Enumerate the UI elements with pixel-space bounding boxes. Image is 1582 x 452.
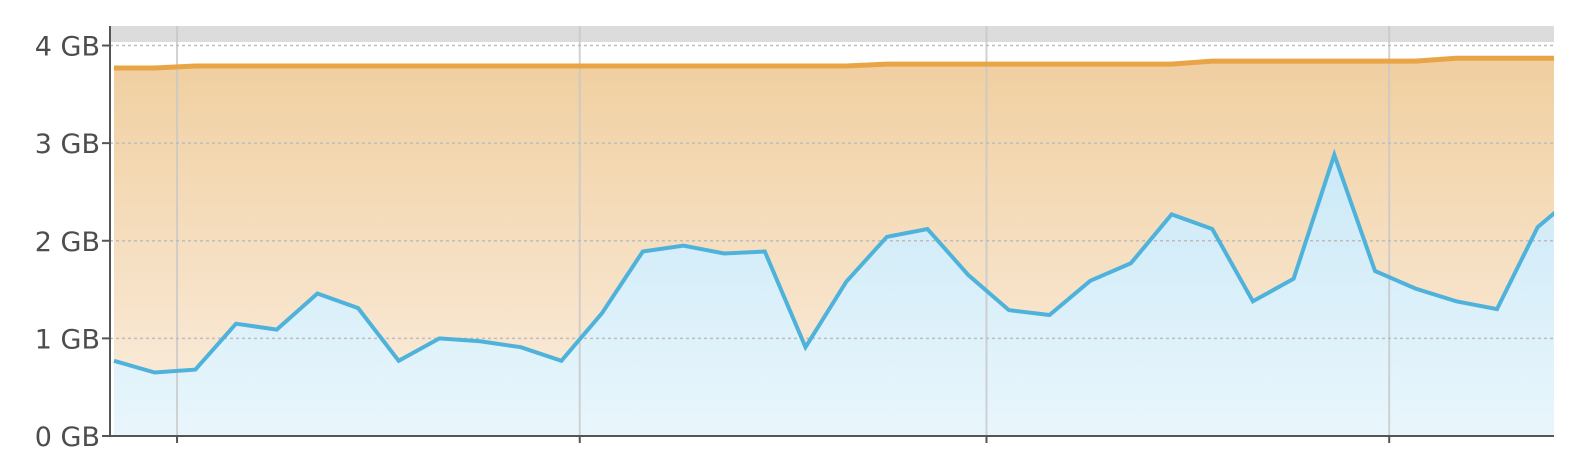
y-tick-label: 4 GB [35, 32, 100, 63]
y-axis-tick-labels: 0 GB 1 GB 2 GB 3 GB 4 GB [35, 32, 100, 452]
used-memory-line [113, 148, 1554, 375]
top-band [110, 26, 1554, 42]
horizontal-gridlines [110, 44, 1554, 340]
used-memory-area [114, 154, 1554, 436]
y-tick-label: 2 GB [35, 227, 100, 258]
y-tick-label: 0 GB [35, 422, 100, 452]
series-areas [114, 58, 1554, 436]
y-tick-label: 3 GB [35, 129, 100, 160]
series-lines [113, 55, 1554, 375]
y-tick-label: 1 GB [35, 324, 100, 355]
axes [102, 26, 1554, 443]
vertical-gridlines [176, 26, 1391, 436]
total-memory-line [114, 55, 1554, 71]
